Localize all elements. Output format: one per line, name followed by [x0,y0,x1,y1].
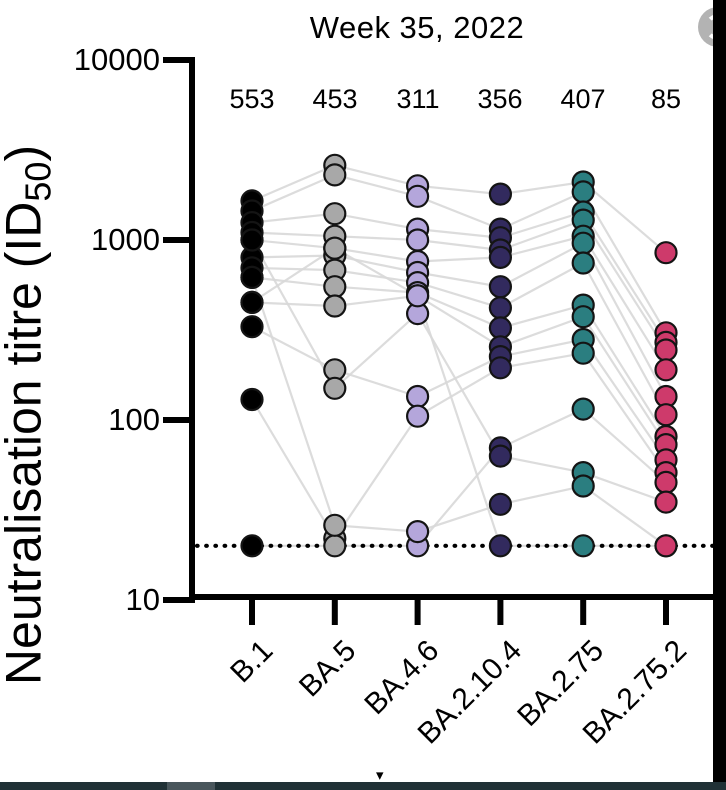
data-point [571,305,595,329]
ytick-10: 10 [125,582,160,617]
y-axis-title: Neutralisation titre (ID50) [0,144,59,686]
data-point [571,397,595,421]
x-axis-tick [414,600,421,625]
subject-connector-line [251,173,667,334]
progress-segment [167,782,215,790]
subject-connector-line [251,294,667,446]
data-point [488,534,512,558]
group-count-b1: 553 [229,84,275,114]
data-point [323,534,347,558]
x-axis-tick [331,600,338,625]
ytick-10000: 10000 [73,42,160,77]
data-point [323,376,347,400]
subject-connector-line [252,407,667,547]
data-point [406,184,430,208]
subject-connector-line [251,239,667,504]
subject-connector-line [251,210,667,343]
group-count-ba2104: 356 [477,84,523,114]
data-point [654,358,678,382]
data-point [406,228,430,252]
subject-connector-line [251,218,667,351]
y-axis-line [189,57,195,603]
data-point [240,265,264,289]
y-axis-tick [163,417,189,423]
group-count-ba5: 453 [312,84,358,114]
subject-connector-line [251,164,667,254]
data-point [571,341,595,365]
data-point [406,384,430,409]
x-axis-tick [249,600,255,625]
data-point [323,294,347,318]
data-point [406,404,430,428]
data-point [488,356,512,380]
data-point [654,403,678,427]
data-point [488,182,512,206]
right-letterbox-strip [713,0,726,790]
video-progress-bar[interactable] [0,782,726,790]
data-point [571,231,595,255]
data-point [488,275,512,299]
subject-connector-line [251,246,666,547]
data-point [240,534,264,558]
subject-connector-line [251,241,667,398]
data-point [323,275,347,299]
y-axis-tick [163,597,189,603]
data-point [240,387,264,412]
subject-connector-line [250,277,667,547]
data-point [323,513,347,537]
data-point [654,241,678,265]
data-point [654,490,678,514]
data-point [654,534,678,558]
data-point [240,315,264,339]
data-point [488,444,512,468]
ytick-1000: 1000 [91,222,160,257]
data-point [571,180,595,204]
subject-connector-line [251,351,667,541]
x-axis-tick [580,600,587,625]
group-count-ba2752: 85 [650,84,682,114]
data-point [654,338,678,362]
caret-down-icon[interactable]: ▾ [376,767,384,784]
data-point [488,492,512,516]
ytick-100: 100 [108,402,160,437]
chart-title: Week 35, 2022 [309,10,525,45]
data-point [240,290,264,314]
data-point [571,251,595,275]
y-axis-tick [163,57,189,63]
data-point [571,534,595,558]
data-point [240,228,264,252]
data-point [406,284,430,308]
x-axis-tick [663,600,669,625]
data-point [323,236,347,260]
group-count-ba46: 311 [396,84,440,114]
subject-connector-line [251,276,667,438]
data-point [488,245,512,269]
x-axis-tick [497,600,504,625]
data-point [654,470,678,494]
data-point [406,519,430,544]
data-point [571,474,595,498]
data-point [323,202,347,226]
data-point [488,296,512,320]
group-count-ba275: 407 [560,84,606,114]
subject-connector-line [251,261,667,416]
data-point [323,163,347,187]
y-axis-tick [163,237,189,243]
subject-connector-line [251,234,667,371]
x-axis-line [189,594,713,600]
